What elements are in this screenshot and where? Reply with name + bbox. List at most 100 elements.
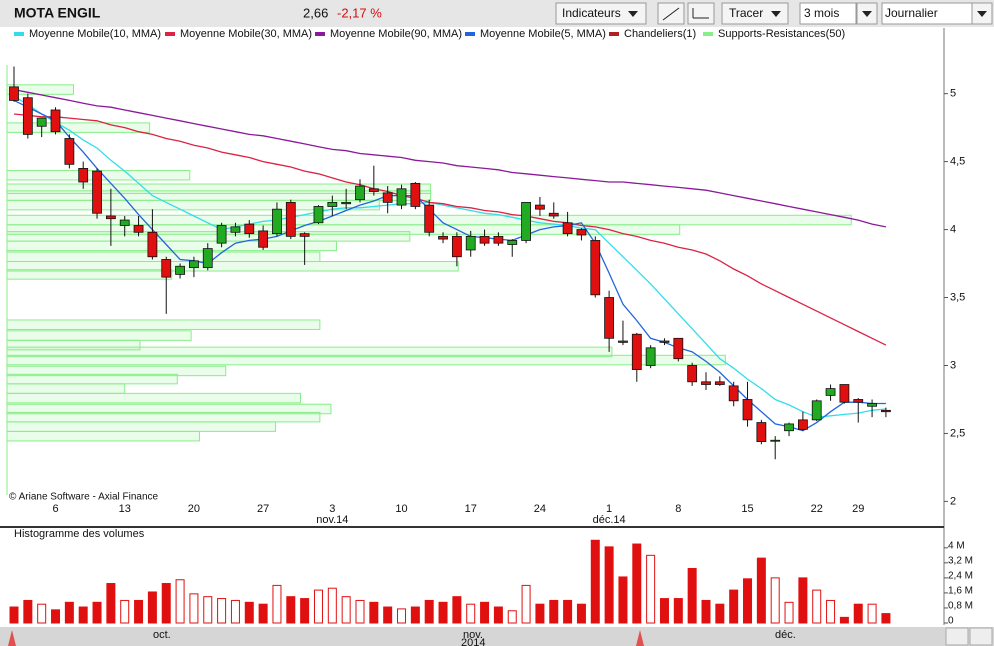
volume-bar — [258, 603, 268, 624]
x-tick-label: 24 — [534, 503, 546, 515]
support-zone — [6, 403, 332, 415]
legend-swatch — [703, 32, 713, 36]
volume-bar — [203, 596, 213, 624]
support-zone — [6, 339, 141, 351]
volume-bar — [64, 601, 74, 624]
volume-bar — [756, 557, 766, 624]
x-tick-label: 15 — [741, 503, 753, 515]
navigator-handle[interactable] — [636, 630, 644, 646]
y-tick-label: 0 — [948, 616, 954, 627]
stock-name: MOTA ENGIL — [14, 5, 101, 21]
volume-bar — [37, 603, 47, 624]
legend-label: Moyenne Mobile(5, MMA) — [480, 28, 606, 40]
candle-body — [728, 385, 739, 402]
volume-bar — [438, 601, 448, 624]
support-zone — [6, 354, 726, 366]
navigator-month: déc. — [775, 629, 796, 641]
y-tick-label: 3 — [950, 359, 956, 371]
candle-body — [272, 208, 282, 235]
button-label: Tracer — [729, 6, 763, 20]
candle-body — [673, 337, 684, 360]
support-zone — [6, 411, 321, 423]
support-zone — [6, 330, 192, 341]
draw-button[interactable]: Tracer — [721, 2, 789, 25]
period-select[interactable]: 3 mois — [799, 2, 878, 25]
support-zone — [6, 319, 321, 330]
volume-bar — [632, 543, 642, 624]
volume-bar — [106, 583, 116, 624]
volume-bar — [189, 593, 199, 624]
candle-body — [9, 86, 19, 101]
volume-bar — [397, 608, 407, 624]
y-tick-label: 0,8 M — [948, 601, 973, 612]
legend-label: Supports-Resistances(50) — [718, 28, 845, 40]
support-zone — [6, 392, 301, 404]
y-tick-label: 5 — [950, 88, 956, 100]
support-zone — [6, 183, 432, 195]
volume-bar — [881, 613, 891, 624]
select-value: Journalier — [885, 6, 938, 20]
volume-bar — [687, 567, 697, 624]
candle-body — [881, 409, 891, 413]
button-label: Indicateurs — [562, 6, 621, 20]
candle-body — [507, 240, 518, 245]
volume-bar — [410, 606, 420, 624]
navigator-handle[interactable] — [8, 630, 16, 646]
candle-body — [493, 235, 504, 244]
candle-body — [161, 259, 172, 278]
horizontal-tool-button[interactable] — [687, 2, 715, 25]
candle-body — [479, 235, 490, 244]
volume-bar — [770, 577, 780, 624]
volume-bar — [9, 606, 19, 624]
candle-body — [451, 235, 462, 258]
navigator-month: oct. — [153, 629, 171, 641]
candle-body — [521, 201, 531, 241]
indicators-button[interactable]: Indicateurs — [555, 2, 647, 25]
navigator-month: nov. — [463, 629, 483, 641]
y-tick-label: 1,6 M — [948, 586, 973, 597]
volume-bar — [673, 598, 683, 624]
candle-body — [825, 388, 836, 396]
candle-body — [604, 297, 615, 339]
volume-bar — [244, 601, 254, 624]
volume-bar — [563, 599, 573, 624]
candle-body — [410, 182, 421, 207]
support-zone — [6, 224, 681, 235]
support-zone — [6, 269, 173, 280]
volume-bar — [839, 616, 849, 624]
candle-body — [562, 222, 573, 235]
navigator-button[interactable] — [945, 627, 969, 646]
navigator-button[interactable] — [969, 627, 993, 646]
navigator-year: 2014 — [461, 637, 485, 646]
support-zone — [6, 199, 380, 211]
y-tick-label: 2 — [950, 495, 956, 507]
candle-body — [78, 168, 89, 183]
volume-bar — [161, 583, 171, 624]
candle-body — [465, 235, 476, 251]
volume-bar — [355, 599, 365, 624]
candle-body — [645, 347, 656, 366]
volume-bar — [286, 596, 296, 624]
support-zone — [6, 421, 277, 432]
volume-bar — [313, 589, 323, 624]
candle-body — [618, 340, 628, 343]
volume-bar — [466, 603, 476, 624]
candle-body — [216, 225, 227, 244]
y-tick-label: 2,5 — [950, 427, 965, 439]
y-tick-label: 3,5 — [950, 291, 965, 303]
trend-tool-button[interactable] — [657, 2, 685, 25]
volume-bar — [493, 606, 503, 624]
candle-body — [258, 230, 269, 248]
legend-swatch — [14, 32, 24, 36]
interval-select[interactable]: Journalier — [881, 2, 993, 25]
y-tick-label: 2,4 M — [948, 571, 973, 582]
volume-bar — [92, 601, 102, 624]
candle-body — [590, 240, 601, 296]
candle-body — [701, 381, 711, 385]
volume-bar — [341, 596, 351, 624]
legend-swatch — [315, 32, 325, 36]
volume-bar — [120, 599, 130, 624]
x-tick-label: 1 — [606, 503, 612, 515]
candle-body — [50, 109, 61, 133]
volume-bar — [535, 603, 545, 624]
